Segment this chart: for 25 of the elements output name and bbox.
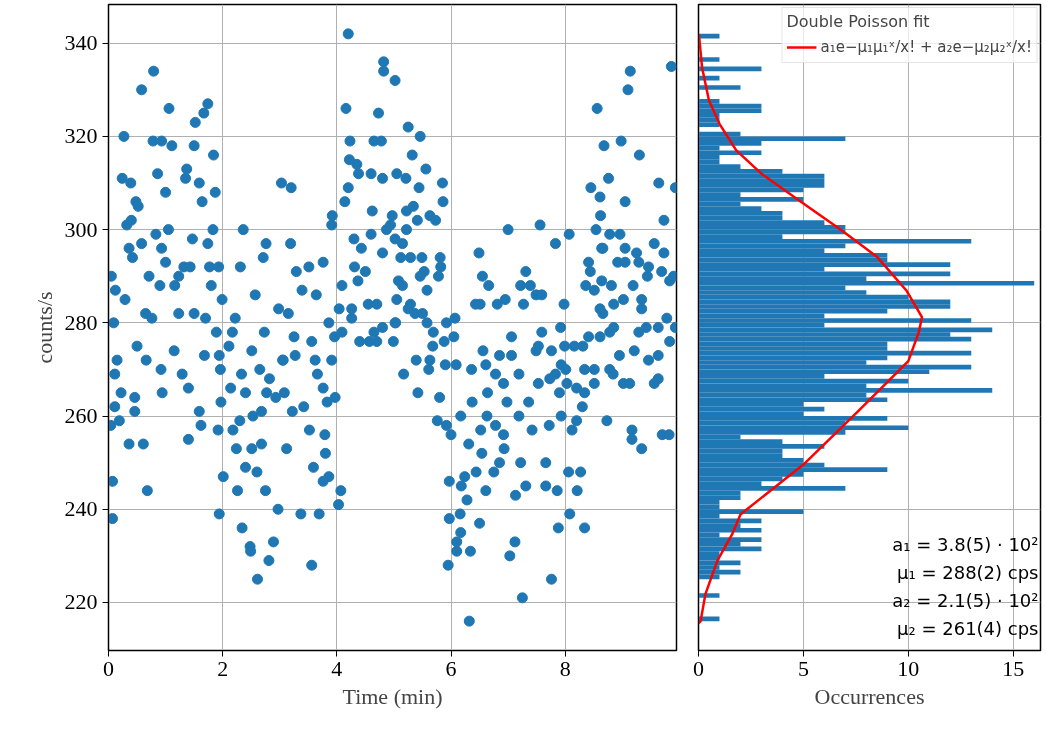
y-tick-label: 340 — [64, 30, 98, 56]
y-tick-label: 280 — [64, 309, 98, 335]
y-tick-label: 240 — [64, 496, 98, 522]
x-tick-label: 0 — [103, 655, 114, 681]
y-tick-label: 220 — [64, 589, 98, 615]
legend-title: Double Poisson fit — [786, 12, 931, 31]
x-tick-label: 2 — [217, 655, 229, 681]
y-tick-label: 260 — [64, 403, 98, 429]
x-tick-label: 4 — [331, 655, 343, 681]
x-tick-label: 6 — [445, 655, 457, 681]
x-tick-label: 0 — [693, 655, 704, 681]
x-axis-title: Occurrences — [814, 683, 925, 709]
annotation: a₁ = 3.8(5) · 10² — [892, 533, 1039, 555]
annotation: a₂ = 2.1(5) · 10² — [892, 589, 1039, 611]
x-tick-label: 10 — [897, 655, 920, 681]
legend-label: a₁e−μ₁μ₁ˣ/x! + a₂e−μ₂μ₂ˣ/x! — [820, 37, 1032, 58]
annotation: μ₂ = 261(4) cps — [897, 617, 1039, 639]
y-tick-label: 300 — [64, 216, 98, 242]
x-tick-label: 8 — [559, 655, 571, 681]
annotation: μ₁ = 288(2) cps — [897, 561, 1039, 583]
y-tick-label: 320 — [64, 123, 98, 149]
x-axis-title: Time (min) — [342, 683, 443, 709]
x-tick-label: 5 — [797, 655, 809, 681]
y-axis-title: counts/s — [31, 291, 57, 364]
x-tick-label: 15 — [1002, 655, 1025, 681]
